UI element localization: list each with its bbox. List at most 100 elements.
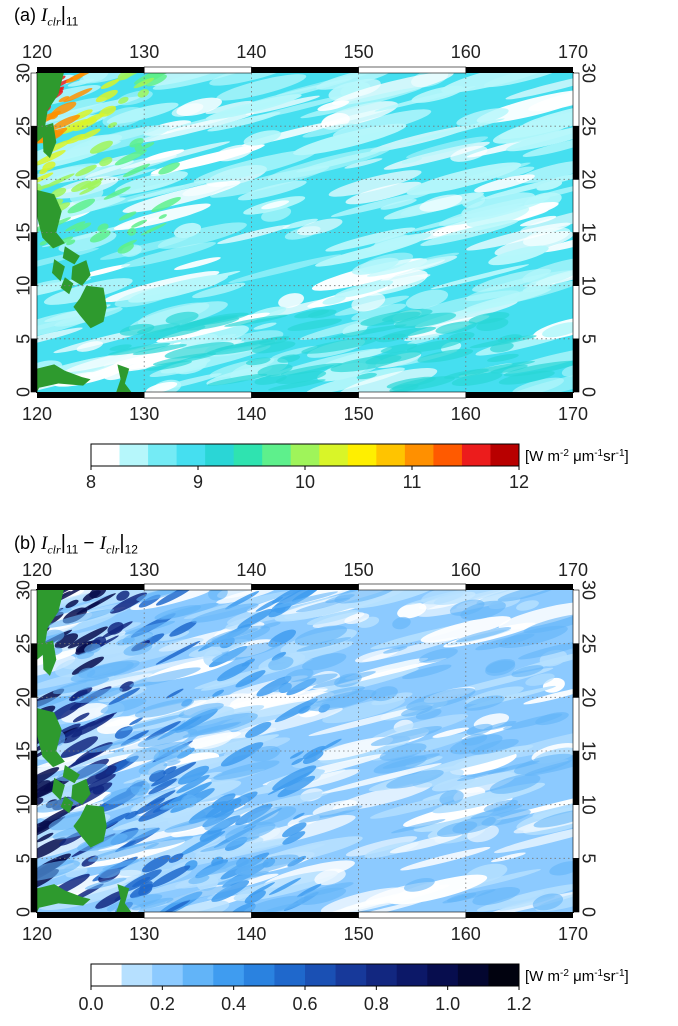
clear-patch bbox=[314, 868, 346, 886]
clear-patch bbox=[542, 322, 573, 338]
teal-patch bbox=[503, 360, 573, 377]
clear-patch bbox=[397, 602, 427, 619]
mid-patch bbox=[523, 613, 573, 634]
clear-patch bbox=[67, 78, 95, 87]
frame-segment-right bbox=[572, 804, 580, 859]
clear-patch bbox=[406, 136, 489, 159]
dark-patch bbox=[289, 751, 304, 759]
land-5 bbox=[52, 777, 65, 801]
dark-patch bbox=[277, 775, 316, 798]
clear-patch bbox=[522, 137, 573, 157]
colorbar-tick-label: 9 bbox=[193, 472, 203, 492]
clear-patch bbox=[176, 97, 222, 116]
mid-patch bbox=[373, 755, 427, 774]
lat-tick-right: 10 bbox=[579, 795, 599, 815]
mid-patch bbox=[483, 720, 517, 731]
dark-patch bbox=[95, 765, 117, 780]
clear-patch bbox=[400, 846, 491, 871]
clear-patch bbox=[412, 768, 464, 788]
clear-patch bbox=[456, 108, 509, 126]
warm-patch bbox=[63, 87, 93, 103]
warm-patch bbox=[117, 242, 134, 254]
clear-patch bbox=[505, 73, 573, 100]
clear-patch bbox=[532, 796, 573, 820]
panel-b-colorbar: 0.0 0.2 0.4 0.6 0.8 1.0 1.2 [W m-2 μm-1sr-1] bbox=[78, 963, 629, 1014]
dark-patch bbox=[212, 689, 225, 697]
teal-patch bbox=[394, 312, 457, 329]
clear-patch bbox=[192, 282, 246, 299]
warm-patch bbox=[66, 239, 76, 246]
mid-patch bbox=[371, 686, 398, 702]
warm-patch bbox=[97, 223, 109, 232]
warm-patch bbox=[77, 128, 101, 141]
panel-b-channel2: 12 bbox=[124, 542, 138, 557]
clear-patch bbox=[217, 224, 290, 244]
warm-patch bbox=[129, 137, 144, 148]
dark-patch bbox=[237, 608, 273, 629]
mid-patch bbox=[472, 886, 521, 906]
teal-patch bbox=[360, 309, 433, 326]
teal-patch bbox=[487, 353, 519, 362]
mid-patch bbox=[166, 885, 232, 904]
teal-patch bbox=[207, 373, 268, 386]
frame-segment-right bbox=[572, 697, 580, 752]
dark-patch bbox=[161, 899, 191, 912]
mid-patch bbox=[188, 874, 210, 885]
dark-patch bbox=[37, 832, 54, 843]
clear-patch bbox=[157, 222, 247, 249]
clear-patch bbox=[517, 160, 573, 184]
dark-patch bbox=[37, 837, 67, 860]
mid-patch bbox=[122, 631, 154, 645]
clear-patch bbox=[389, 874, 488, 905]
clear-patch bbox=[253, 322, 277, 330]
mid-patch bbox=[102, 859, 140, 870]
clear-patch bbox=[321, 763, 442, 794]
panel-b-var: I bbox=[41, 533, 48, 554]
lon-tick-bottom: 160 bbox=[451, 924, 481, 944]
lat-tick-left: 0 bbox=[13, 387, 33, 397]
clear-patch bbox=[516, 600, 539, 611]
teal-patch bbox=[152, 352, 217, 366]
mid-patch bbox=[164, 817, 217, 833]
teal-patch bbox=[365, 350, 422, 365]
clear-patch bbox=[149, 344, 271, 378]
frame-segment-left bbox=[30, 858, 38, 913]
panel-a-map: 120 120 130 130 140 140 150 150 160 160 170 170 0 0 5 5… bbox=[13, 42, 598, 424]
clear-patch bbox=[112, 800, 227, 831]
teal-patch bbox=[109, 344, 132, 351]
mid-patch bbox=[84, 877, 127, 890]
clear-patch bbox=[492, 119, 571, 144]
mid-patch bbox=[513, 753, 573, 775]
dark-patch bbox=[169, 620, 197, 637]
clear-patch bbox=[325, 227, 416, 252]
dark-patch bbox=[87, 601, 101, 609]
map-frame bbox=[30, 583, 580, 919]
mid-patch bbox=[37, 860, 80, 882]
clear-patch bbox=[37, 655, 76, 678]
mid-patch bbox=[533, 809, 573, 828]
lon-tick-top: 170 bbox=[558, 560, 588, 580]
colorbar-swatch bbox=[233, 444, 263, 466]
clear-patch bbox=[347, 590, 438, 609]
lon-tick-top: 150 bbox=[344, 560, 374, 580]
clear-patch bbox=[321, 101, 399, 127]
mid-patch bbox=[497, 590, 558, 602]
colorbar-swatch bbox=[376, 444, 406, 466]
frame-segment-bottom bbox=[251, 912, 359, 918]
clear-patch bbox=[414, 744, 534, 777]
clear-patch bbox=[506, 123, 573, 152]
colorbar-swatch bbox=[319, 444, 349, 466]
lon-tick-top: 140 bbox=[236, 560, 266, 580]
frame-segment-bottom bbox=[37, 912, 145, 918]
dark-patch bbox=[268, 877, 302, 896]
warm-patch bbox=[51, 114, 81, 130]
colorbar-unit: [W m-2 μm-1sr-1] bbox=[525, 448, 629, 466]
clear-patch bbox=[474, 174, 535, 193]
frame-segment-right bbox=[572, 285, 580, 340]
mid-patch bbox=[489, 774, 541, 794]
mid-patch bbox=[89, 738, 141, 753]
colorbar-swatch bbox=[262, 444, 292, 466]
mid-patch bbox=[271, 591, 338, 609]
dark-patch bbox=[291, 590, 319, 603]
colorbar-tick-label: 1.2 bbox=[506, 994, 531, 1014]
